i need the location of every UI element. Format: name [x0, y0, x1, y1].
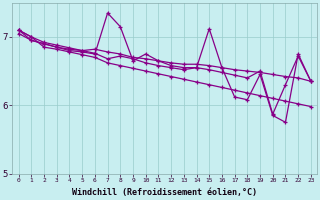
X-axis label: Windchill (Refroidissement éolien,°C): Windchill (Refroidissement éolien,°C): [72, 188, 257, 197]
